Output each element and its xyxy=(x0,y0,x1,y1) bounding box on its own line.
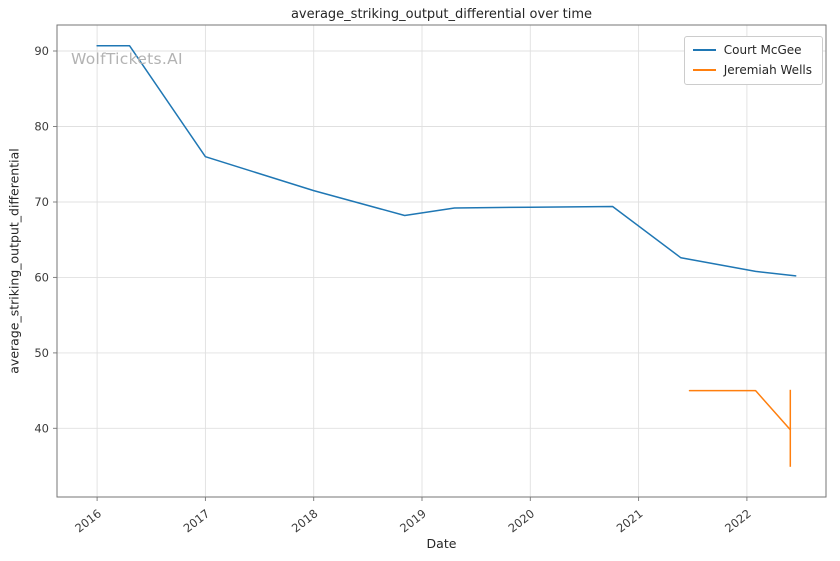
legend-line-swatch-blue xyxy=(692,49,716,51)
legend-item-jeremiah-wells: Jeremiah Wells xyxy=(692,63,812,77)
legend-label-court-mcgee: Court McGee xyxy=(723,43,802,57)
svg-text:70: 70 xyxy=(34,195,49,209)
svg-text:2022: 2022 xyxy=(722,506,754,535)
svg-text:2020: 2020 xyxy=(505,506,537,535)
x-axis-label: Date xyxy=(426,536,457,551)
svg-text:60: 60 xyxy=(34,270,49,284)
svg-text:2019: 2019 xyxy=(397,506,429,535)
legend: Court McGee Jeremiah Wells xyxy=(683,36,823,85)
svg-text:40: 40 xyxy=(34,421,49,435)
legend-line-swatch-orange xyxy=(692,69,716,71)
watermark: WolfTickets.AI xyxy=(71,50,183,68)
svg-text:2021: 2021 xyxy=(614,506,646,535)
svg-text:80: 80 xyxy=(34,120,49,134)
svg-text:2018: 2018 xyxy=(289,506,321,535)
y-axis-label: average_striking_output_differential xyxy=(6,148,22,374)
legend-label-jeremiah-wells: Jeremiah Wells xyxy=(723,63,812,77)
chart-title: average_striking_output_differential ove… xyxy=(290,7,593,22)
svg-text:50: 50 xyxy=(34,346,49,360)
legend-item-court-mcgee: Court McGee xyxy=(692,43,812,57)
svg-text:2017: 2017 xyxy=(181,506,213,535)
svg-text:2016: 2016 xyxy=(72,506,104,535)
svg-text:90: 90 xyxy=(34,44,49,58)
